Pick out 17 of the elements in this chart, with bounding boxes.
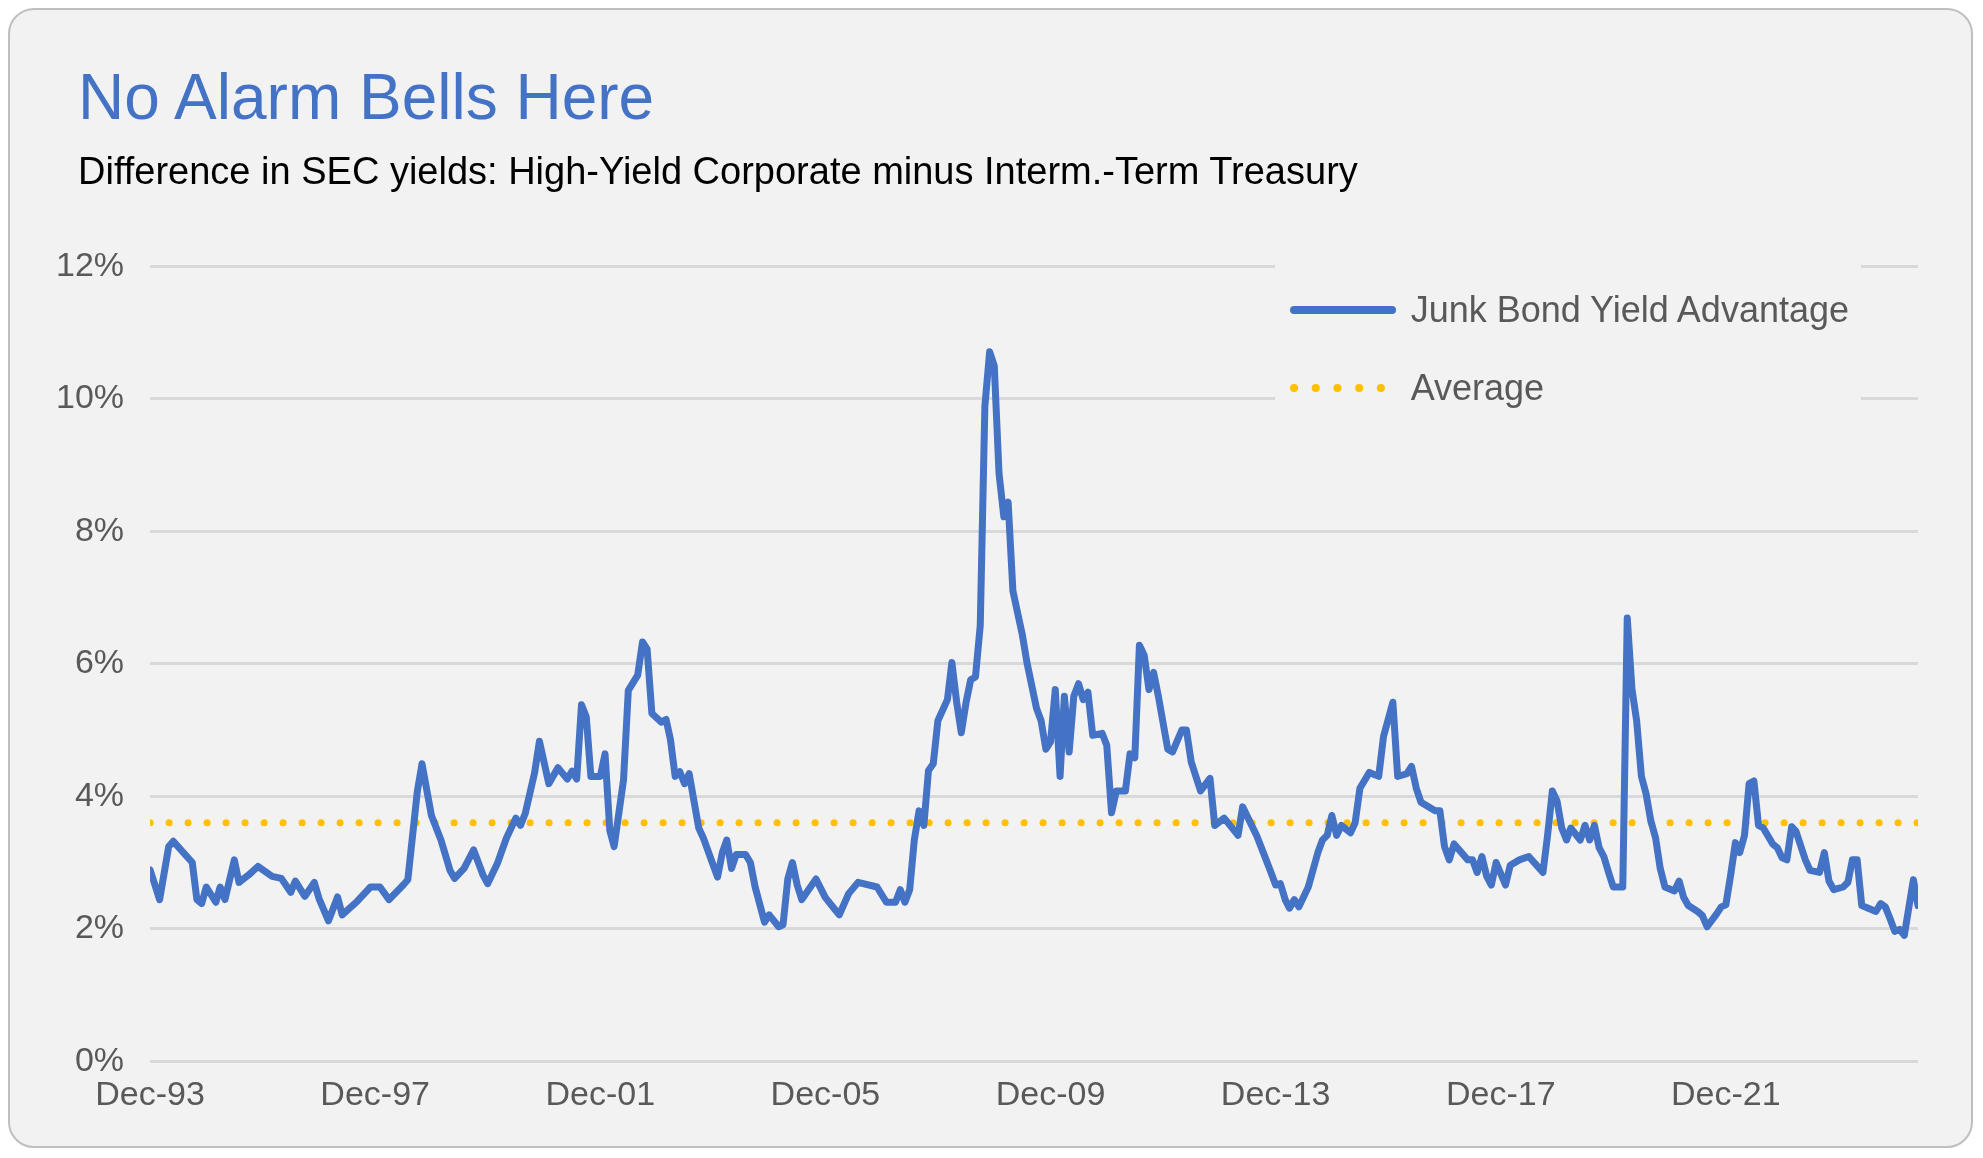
x-tick-label: Dec-97 bbox=[320, 1073, 430, 1112]
x-tick-label: Dec-13 bbox=[1220, 1073, 1331, 1112]
legend-label: Junk Bond Yield Advantage bbox=[1410, 289, 1849, 331]
legend-label: Average bbox=[1410, 367, 1545, 409]
x-tick-label: Dec-21 bbox=[1671, 1073, 1781, 1112]
chart-title: No Alarm Bells Here bbox=[78, 60, 655, 134]
y-tick-label: 10% bbox=[55, 377, 125, 416]
y-tick-label: 2% bbox=[74, 907, 125, 946]
x-tick-label: Dec-05 bbox=[770, 1073, 881, 1112]
x-tick-label: Dec-01 bbox=[545, 1073, 656, 1112]
y-tick-label: 6% bbox=[74, 642, 125, 681]
x-tick-label: Dec-09 bbox=[995, 1073, 1106, 1112]
y-tick-label: 8% bbox=[74, 509, 125, 548]
chart-subtitle: Difference in SEC yields: High-Yield Corporate minus Interm.-Term Treasury bbox=[78, 150, 1358, 193]
x-tick-label: Dec-17 bbox=[1445, 1073, 1556, 1112]
y-tick-label: 4% bbox=[74, 774, 125, 813]
y-tick-label: 12% bbox=[55, 244, 125, 283]
